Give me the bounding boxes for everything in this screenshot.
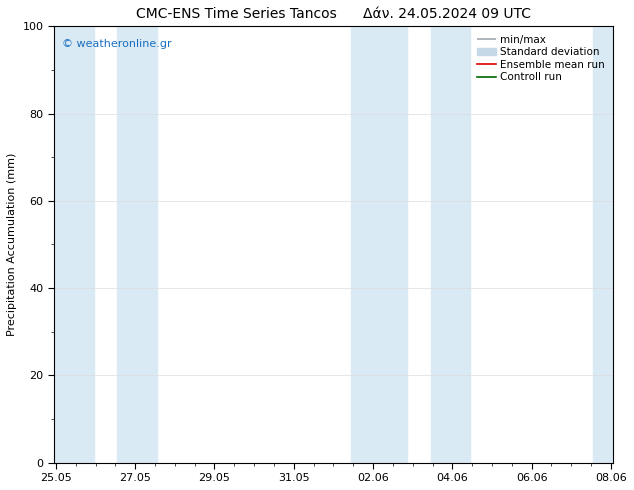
Bar — [593, 26, 613, 463]
Title: CMC-ENS Time Series Tancos      Δάν. 24.05.2024 09 UTC: CMC-ENS Time Series Tancos Δάν. 24.05.20… — [136, 7, 531, 21]
Bar — [351, 26, 407, 463]
Legend: min/max, Standard deviation, Ensemble mean run, Controll run: min/max, Standard deviation, Ensemble me… — [474, 31, 608, 86]
Bar — [54, 26, 94, 463]
Bar — [117, 26, 157, 463]
Y-axis label: Precipitation Accumulation (mm): Precipitation Accumulation (mm) — [7, 153, 17, 336]
Bar — [430, 26, 470, 463]
Text: © weatheronline.gr: © weatheronline.gr — [62, 39, 172, 49]
